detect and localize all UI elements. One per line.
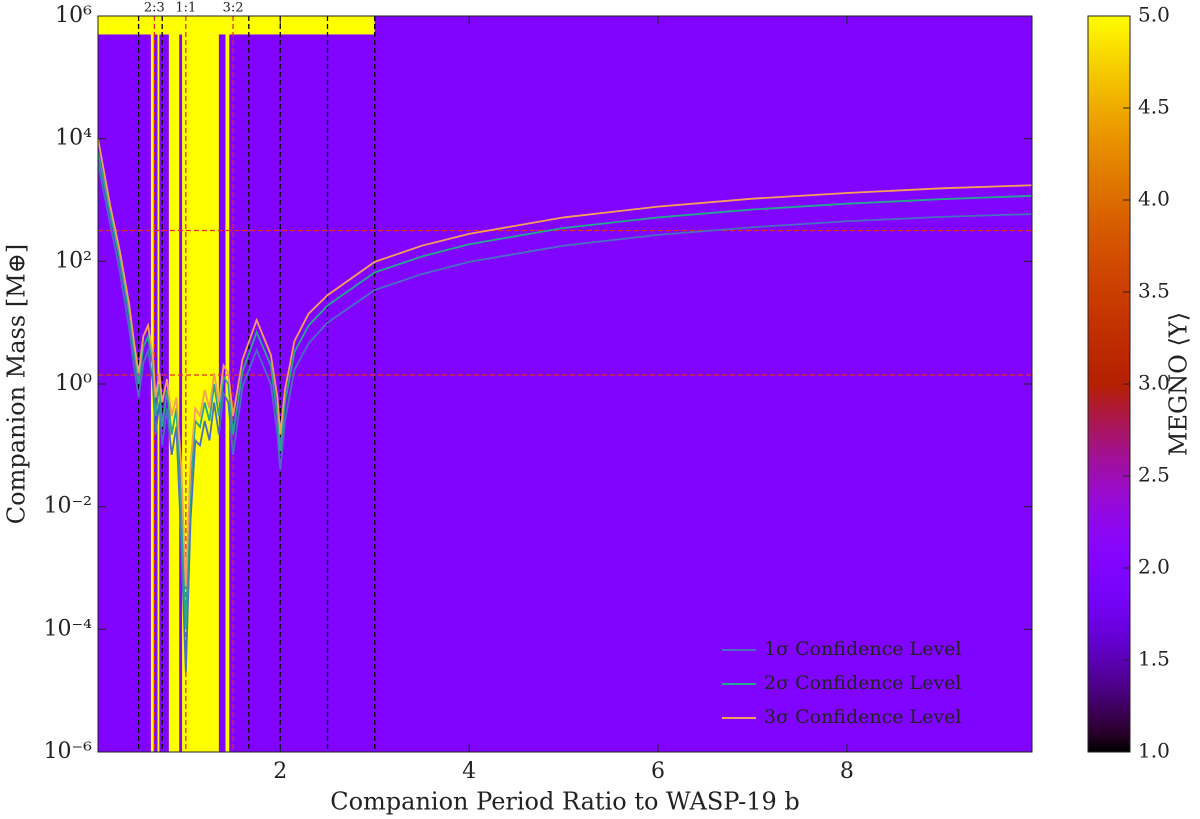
- confidence-curve: [98, 138, 1032, 587]
- y-tick-label: 10⁰: [55, 371, 92, 396]
- y-tick-label: 10⁻⁴: [44, 616, 93, 641]
- x-tick-label: 2: [273, 759, 287, 784]
- colorbar-tick-label: 4.5: [1138, 95, 1170, 119]
- colorbar-tick-label: 1.0: [1138, 739, 1170, 763]
- colorbar-tick-label: 4.0: [1138, 187, 1170, 211]
- legend-label: 3σ Confidence Level: [764, 706, 961, 728]
- plot-area: [98, 16, 1032, 752]
- colorbar-tick-label: 3.0: [1138, 371, 1170, 395]
- colorbar-tick-label: 3.5: [1138, 279, 1170, 303]
- x-tick-label: 4: [462, 759, 476, 784]
- confidence-curve: [98, 162, 1032, 673]
- colorbar-tick-label: 2.5: [1138, 463, 1170, 487]
- heatmap-background: [98, 16, 1032, 752]
- legend-label: 1σ Confidence Level: [764, 638, 961, 660]
- y-tick-label: 10⁻²: [44, 494, 92, 519]
- x-tick-label: 6: [651, 759, 665, 784]
- chaotic-region: [98, 16, 375, 35]
- colorbar-label: MEGNO ⟨Y⟩: [1165, 312, 1193, 456]
- legend-label: 2σ Confidence Level: [764, 672, 961, 694]
- x-tick-label: 8: [840, 759, 854, 784]
- resonance-label: 1:1: [175, 1, 196, 16]
- y-tick-label: 10⁴: [55, 126, 92, 151]
- confidence-curve: [98, 152, 1032, 630]
- colorbar-tick-label: 2.0: [1138, 555, 1170, 579]
- colorbar-tick-label: 5.0: [1138, 3, 1170, 27]
- chaotic-region: [168, 16, 180, 752]
- y-tick-label: 10⁶: [55, 3, 92, 28]
- y-tick-label: 10²: [55, 248, 92, 273]
- y-axis-label: Companion Mass [M⊕]: [3, 244, 31, 524]
- colorbar-tick-label: 1.5: [1138, 647, 1170, 671]
- resonance-label: 2:3: [144, 1, 165, 16]
- resonance-label: 3:2: [223, 1, 244, 16]
- y-tick-label: 10⁻⁶: [44, 739, 93, 764]
- x-axis-label: Companion Period Ratio to WASP-19 b: [330, 788, 800, 816]
